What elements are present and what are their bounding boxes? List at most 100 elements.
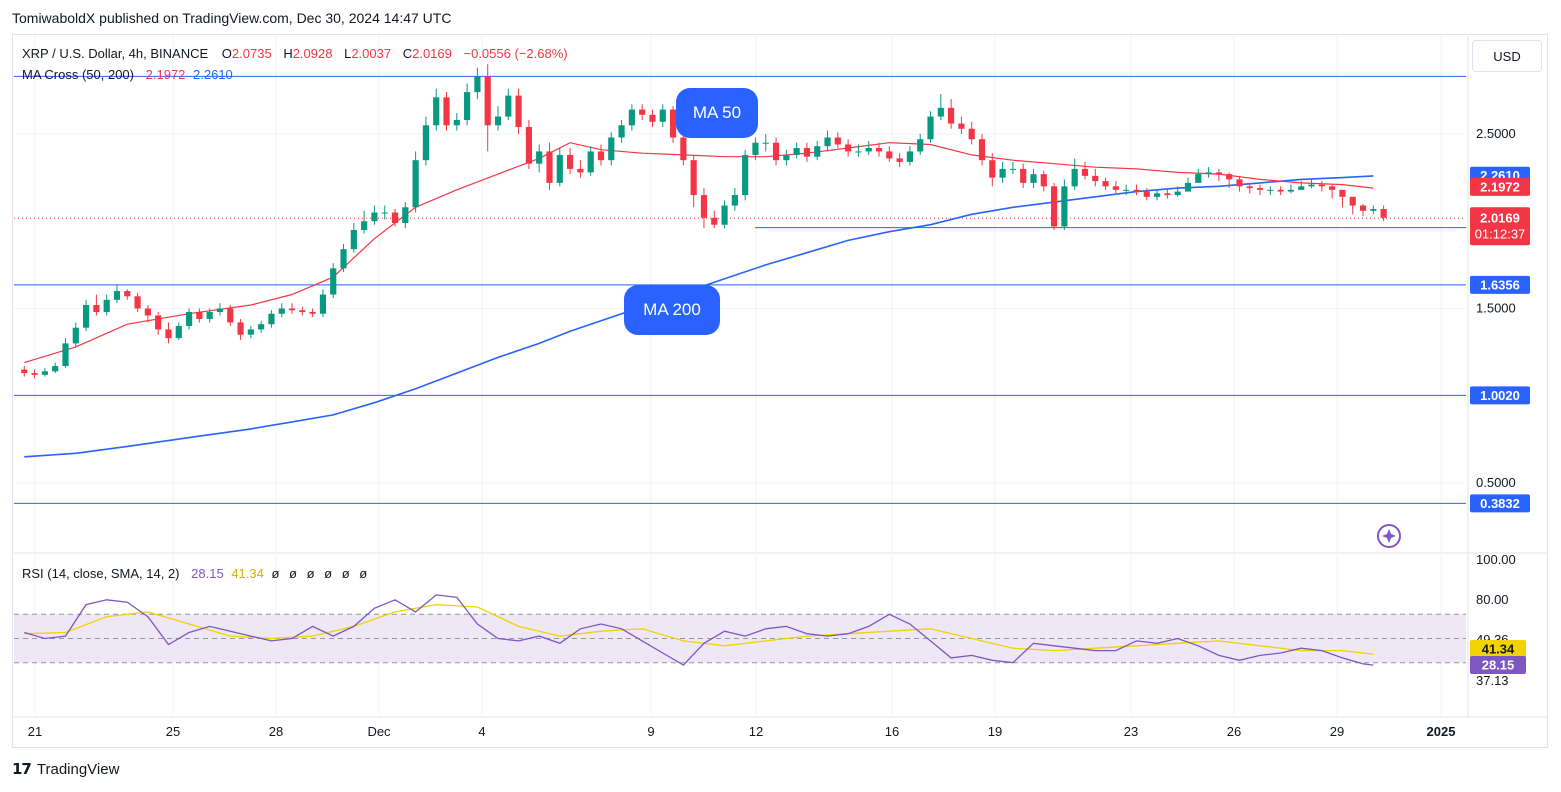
- candle-body[interactable]: [41, 371, 48, 375]
- candle-body[interactable]: [1184, 182, 1192, 192]
- candle-body[interactable]: [82, 305, 90, 328]
- candle-body[interactable]: [1267, 189, 1274, 191]
- candle-body[interactable]: [443, 97, 450, 126]
- candle-body[interactable]: [1030, 174, 1037, 183]
- candle-body[interactable]: [402, 207, 409, 223]
- candle-body[interactable]: [1112, 186, 1119, 190]
- candle-body[interactable]: [227, 308, 234, 323]
- candle-body[interactable]: [536, 151, 543, 164]
- ma-legend[interactable]: MA Cross (50, 200) 2.1972 2.2610: [22, 67, 237, 82]
- candle-body[interactable]: [999, 168, 1006, 178]
- candle-body[interactable]: [886, 151, 893, 159]
- candle-body[interactable]: [1143, 191, 1150, 197]
- candle-body[interactable]: [762, 142, 769, 144]
- candle-body[interactable]: [597, 151, 605, 161]
- candle-body[interactable]: [628, 109, 635, 126]
- candle-body[interactable]: [1020, 168, 1027, 183]
- candle-body[interactable]: [247, 329, 254, 335]
- candle-body[interactable]: [381, 212, 388, 214]
- candle-body[interactable]: [1339, 189, 1346, 197]
- candle-body[interactable]: [494, 116, 502, 126]
- candle-body[interactable]: [659, 109, 666, 122]
- tradingview-logo[interactable]: 17 TradingView: [12, 760, 119, 778]
- candle-body[interactable]: [958, 123, 965, 129]
- candle-body[interactable]: [700, 195, 708, 218]
- candle-body[interactable]: [1164, 193, 1171, 196]
- candle-body[interactable]: [824, 137, 831, 147]
- candle-body[interactable]: [608, 137, 615, 161]
- candle-body[interactable]: [649, 114, 656, 122]
- candle-body[interactable]: [752, 142, 759, 155]
- candle-body[interactable]: [1092, 175, 1099, 182]
- add-indicator-icon[interactable]: [1377, 524, 1401, 548]
- candle-body[interactable]: [1226, 174, 1233, 180]
- candle-body[interactable]: [93, 305, 100, 312]
- candle-body[interactable]: [1359, 205, 1367, 211]
- rsi-indicator-name[interactable]: RSI (14, close, SMA, 14, 2): [22, 566, 180, 581]
- candle-body[interactable]: [175, 325, 182, 339]
- candle-body[interactable]: [453, 120, 460, 126]
- candle-body[interactable]: [1246, 186, 1253, 189]
- candle-body[interactable]: [680, 137, 687, 161]
- candle-body[interactable]: [618, 125, 625, 138]
- candle-body[interactable]: [258, 324, 265, 330]
- candle-body[interactable]: [690, 160, 697, 196]
- candle-body[interactable]: [525, 127, 532, 164]
- candle-body[interactable]: [1081, 168, 1089, 176]
- candle-body[interactable]: [1370, 209, 1377, 211]
- candle-body[interactable]: [803, 147, 811, 157]
- candle-body[interactable]: [515, 95, 522, 128]
- candle-body[interactable]: [1215, 172, 1222, 175]
- candle-body[interactable]: [1061, 186, 1068, 227]
- candle-body[interactable]: [299, 310, 306, 312]
- candle-body[interactable]: [639, 109, 646, 115]
- candle-body[interactable]: [1071, 168, 1078, 187]
- candle-body[interactable]: [319, 294, 327, 314]
- candle-body[interactable]: [1050, 186, 1058, 227]
- candle-body[interactable]: [185, 311, 193, 326]
- candle-body[interactable]: [783, 154, 790, 161]
- candle-body[interactable]: [340, 249, 347, 269]
- candle-body[interactable]: [927, 116, 934, 140]
- candle-body[interactable]: [978, 139, 986, 161]
- candle-body[interactable]: [566, 154, 574, 169]
- candle-body[interactable]: [433, 97, 440, 126]
- rsi-legend[interactable]: RSI (14, close, SMA, 14, 2) 28.15 41.34 …: [22, 566, 374, 581]
- candle-body[interactable]: [361, 221, 368, 230]
- candle-body[interactable]: [1123, 189, 1130, 191]
- candle-body[interactable]: [62, 343, 69, 367]
- candle-body[interactable]: [288, 308, 296, 311]
- candle-body[interactable]: [1308, 184, 1315, 187]
- candle-body[interactable]: [793, 147, 800, 155]
- candle-body[interactable]: [52, 366, 59, 372]
- ma-indicator-name[interactable]: MA Cross (50, 200): [22, 67, 134, 82]
- candle-body[interactable]: [1236, 179, 1243, 187]
- candle-body[interactable]: [721, 205, 728, 225]
- candle-body[interactable]: [330, 268, 337, 295]
- candle-body[interactable]: [731, 195, 738, 206]
- candle-body[interactable]: [834, 137, 841, 145]
- candle-body[interactable]: [1329, 186, 1336, 190]
- candle-body[interactable]: [268, 313, 275, 325]
- candle-body[interactable]: [968, 128, 975, 140]
- candle-body[interactable]: [113, 291, 121, 300]
- candle-body[interactable]: [144, 308, 151, 316]
- candle-body[interactable]: [917, 139, 924, 152]
- candle-body[interactable]: [21, 369, 28, 374]
- candle-body[interactable]: [1318, 184, 1325, 187]
- candle-body[interactable]: [1256, 188, 1264, 190]
- candle-body[interactable]: [865, 147, 872, 152]
- candle-body[interactable]: [772, 142, 780, 161]
- candle-body[interactable]: [124, 291, 131, 297]
- symbol-name[interactable]: XRP / U.S. Dollar, 4h, BINANCE: [22, 46, 209, 61]
- candle-body[interactable]: [906, 151, 914, 162]
- candle-body[interactable]: [103, 299, 110, 312]
- candle-body[interactable]: [155, 315, 162, 330]
- candle-body[interactable]: [669, 109, 677, 138]
- candle-body[interactable]: [1040, 174, 1047, 187]
- candle-body[interactable]: [196, 311, 203, 319]
- candle-body[interactable]: [742, 154, 749, 196]
- ohlc-legend[interactable]: XRP / U.S. Dollar, 4h, BINANCE O2.0735 H…: [22, 46, 572, 61]
- candle-body[interactable]: [1349, 196, 1356, 206]
